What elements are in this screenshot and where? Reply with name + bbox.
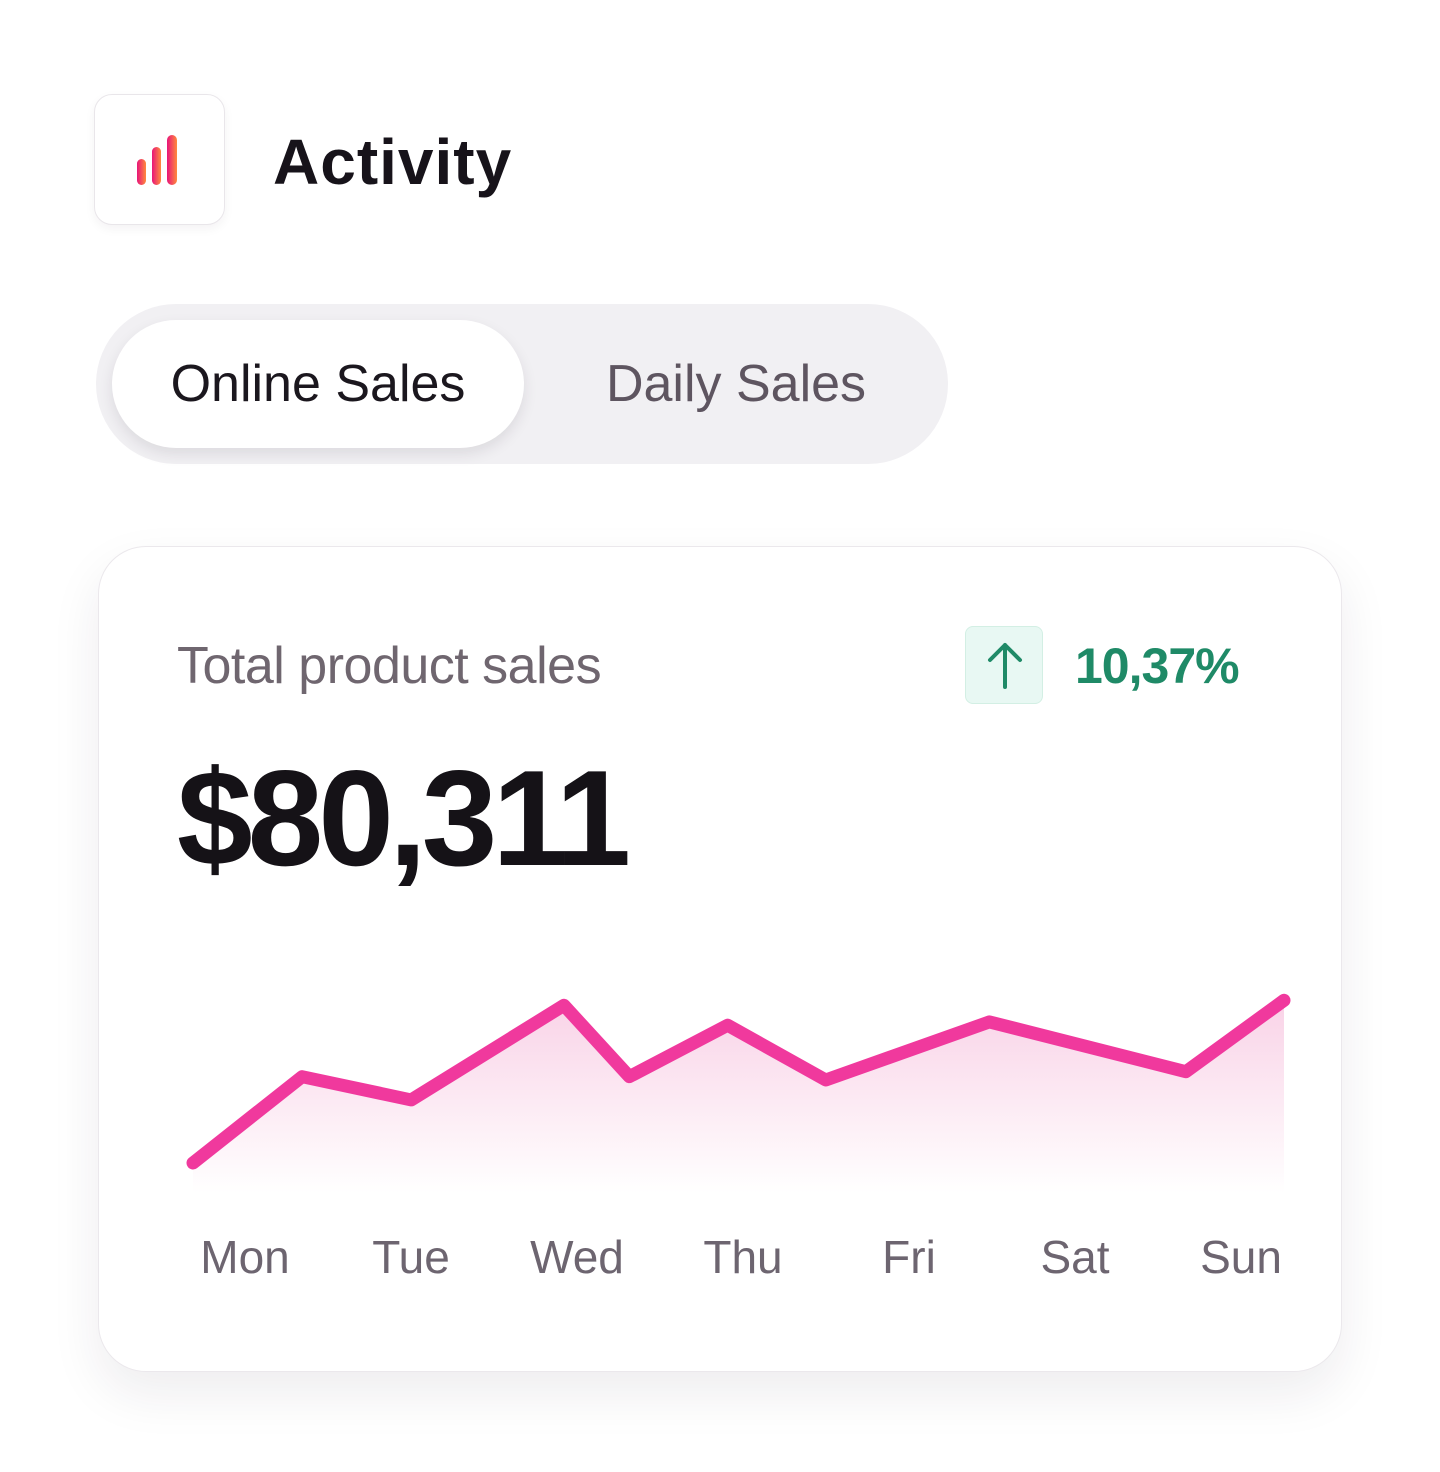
sales-line-chart: Mon Tue Wed Thu Fri Sat Sun — [186, 993, 1291, 1283]
sales-summary-card: Total product sales 10,37% $80,311 Mon Tu… — [98, 546, 1342, 1372]
bar-chart-icon — [137, 135, 177, 185]
x-axis-label-wed: Wed — [530, 1231, 624, 1283]
total-sales-value: $80,311 — [177, 742, 631, 894]
card-label: Total product sales — [177, 637, 602, 695]
arrow-up-icon — [988, 643, 1022, 689]
x-axis-label-thu: Thu — [703, 1231, 782, 1283]
sales-line — [186, 993, 1291, 1170]
x-axis-label-tue: Tue — [372, 1231, 450, 1283]
trend-badge — [965, 626, 1043, 704]
x-axis-label-fri: Fri — [882, 1231, 936, 1283]
tab-online-sales[interactable]: Online Sales — [112, 320, 524, 448]
x-axis-label-sat: Sat — [1040, 1231, 1109, 1283]
sales-tab-switcher: Online Sales Daily Sales — [96, 304, 948, 464]
trend-percentage: 10,37% — [1075, 638, 1240, 694]
tab-daily-sales[interactable]: Daily Sales — [605, 355, 867, 413]
x-axis-label-mon: Mon — [200, 1231, 289, 1283]
x-axis-label-sun: Sun — [1200, 1231, 1282, 1283]
page-title: Activity — [273, 126, 513, 198]
sales-area-fill — [193, 1000, 1284, 1193]
activity-app-icon — [94, 94, 225, 225]
